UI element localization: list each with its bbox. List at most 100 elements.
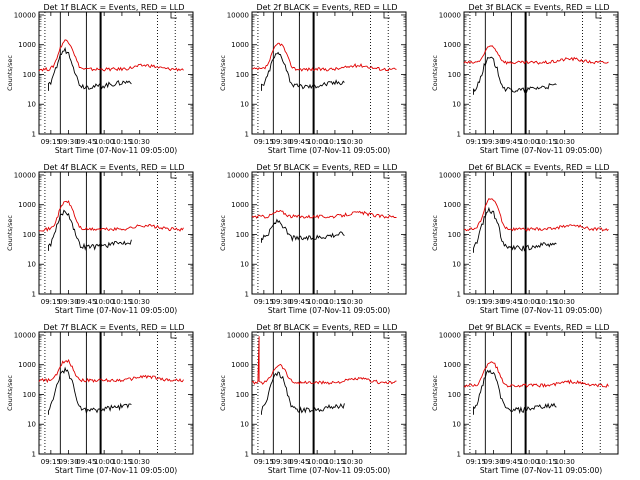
x-tick-label: 09:30 <box>272 138 292 146</box>
y-tick-label: 10 <box>452 101 461 109</box>
y-tick-label: 10000 <box>14 331 36 339</box>
legend-box <box>383 172 390 179</box>
x-axis-label: Start Time (07-Nov-11 09:05:00) <box>55 146 177 155</box>
x-tick-label: 10:15 <box>325 458 345 466</box>
plot-frame <box>38 171 194 295</box>
chart-panel-1: Det 1f BLACK = Events, RED = LLD 1 10 100 10… <box>6 3 194 155</box>
series-events-line <box>261 371 345 415</box>
x-tick-label: 09:30 <box>59 458 79 466</box>
legend-box <box>170 12 177 19</box>
series-events-line <box>48 209 132 251</box>
y-tick-label: 10 <box>240 261 249 269</box>
x-tick-label: 10:15 <box>537 458 557 466</box>
panel-title: Det 1f BLACK = Events, RED = LLD <box>43 3 184 12</box>
x-axis-label: Start Time (07-Nov-11 09:05:00) <box>268 466 390 475</box>
x-tick-label: 09:45 <box>289 298 309 306</box>
x-tick-label: 10:15 <box>112 298 132 306</box>
plot-frame <box>251 11 407 135</box>
y-tick-label: 10000 <box>227 331 249 339</box>
y-tick-label: 1 <box>32 291 36 299</box>
x-axis-label: Start Time (07-Nov-11 09:05:00) <box>480 146 602 155</box>
x-tick-label: 09:15 <box>254 298 274 306</box>
y-tick-label: 100 <box>23 71 36 79</box>
x-tick-label: 10:00 <box>307 458 327 466</box>
y-tick-label: 10000 <box>439 331 461 339</box>
y-tick-label: 1000 <box>443 41 461 49</box>
y-tick-label: 1 <box>32 131 36 139</box>
legend-box <box>383 332 390 339</box>
plot-frame <box>38 11 194 135</box>
x-tick-label: 09:45 <box>501 458 521 466</box>
y-axis-label: Counts/sec <box>6 375 14 411</box>
y-tick-label: 10000 <box>227 11 249 19</box>
x-tick-label: 10:15 <box>537 138 557 146</box>
x-tick-label: 09:15 <box>41 458 61 466</box>
y-tick-label: 1 <box>457 291 461 299</box>
series-events-line <box>261 218 345 243</box>
x-tick-label: 10:00 <box>307 138 327 146</box>
plot-frame <box>463 171 619 295</box>
y-tick-label: 100 <box>236 71 249 79</box>
plot-frame <box>38 331 194 455</box>
y-tick-label: 1000 <box>443 201 461 209</box>
y-axis-label: Counts/sec <box>219 215 227 251</box>
y-tick-label: 100 <box>236 231 249 239</box>
y-tick-label: 10000 <box>14 11 36 19</box>
x-tick-label: 10:30 <box>343 138 363 146</box>
y-axis-label: Counts/sec <box>431 215 439 251</box>
legend-box <box>595 12 602 19</box>
y-tick-label: 10 <box>240 421 249 429</box>
y-tick-label: 1 <box>32 451 36 459</box>
x-tick-label: 09:45 <box>76 458 96 466</box>
y-tick-label: 100 <box>23 391 36 399</box>
y-tick-label: 10 <box>27 261 36 269</box>
x-tick-label: 09:15 <box>254 138 274 146</box>
x-tick-label: 09:15 <box>466 138 486 146</box>
chart-panel-8: Det 8f BLACK = Events, RED = LLD 1 10 100 10… <box>219 323 407 475</box>
panel-title: Det 9f BLACK = Events, RED = LLD <box>468 323 609 332</box>
panel-title: Det 3f BLACK = Events, RED = LLD <box>468 3 609 12</box>
series-lld-line <box>251 336 397 386</box>
panel-title: Det 8f BLACK = Events, RED = LLD <box>256 323 397 332</box>
panel-title: Det 5f BLACK = Events, RED = LLD <box>256 163 397 172</box>
panel-title: Det 7f BLACK = Events, RED = LLD <box>43 323 184 332</box>
x-tick-label: 10:30 <box>555 138 575 146</box>
legend-box <box>595 332 602 339</box>
series-events-line <box>473 369 557 415</box>
x-tick-label: 09:30 <box>484 138 504 146</box>
x-tick-label: 09:30 <box>484 298 504 306</box>
y-tick-label: 100 <box>448 391 461 399</box>
x-axis-label: Start Time (07-Nov-11 09:05:00) <box>268 306 390 315</box>
y-axis-label: Counts/sec <box>219 375 227 411</box>
x-tick-label: 10:00 <box>94 458 114 466</box>
x-tick-label: 09:45 <box>501 298 521 306</box>
x-tick-label: 10:00 <box>519 458 539 466</box>
series-lld-line <box>251 209 397 220</box>
x-tick-label: 09:30 <box>272 298 292 306</box>
plot-frame <box>251 171 407 295</box>
y-tick-label: 10000 <box>14 171 36 179</box>
y-tick-label: 100 <box>236 391 249 399</box>
x-tick-label: 10:00 <box>307 298 327 306</box>
y-tick-label: 10000 <box>227 171 249 179</box>
x-tick-label: 09:15 <box>41 298 61 306</box>
y-tick-label: 1 <box>245 451 249 459</box>
x-axis-label: Start Time (07-Nov-11 09:05:00) <box>55 466 177 475</box>
x-tick-label: 10:15 <box>112 458 132 466</box>
x-tick-label: 09:45 <box>289 138 309 146</box>
y-tick-label: 1 <box>457 451 461 459</box>
x-axis-label: Start Time (07-Nov-11 09:05:00) <box>480 306 602 315</box>
y-tick-label: 10 <box>240 101 249 109</box>
series-events-line <box>473 206 557 253</box>
plot-frame <box>251 331 407 455</box>
y-axis-label: Counts/sec <box>431 375 439 411</box>
y-tick-label: 1000 <box>18 41 36 49</box>
y-axis-label: Counts/sec <box>6 55 14 91</box>
x-tick-label: 09:45 <box>76 298 96 306</box>
chart-panel-4: Det 4f BLACK = Events, RED = LLD 1 10 100 10… <box>6 163 194 315</box>
series-lld-line <box>39 200 184 232</box>
y-axis-label: Counts/sec <box>6 215 14 251</box>
x-tick-label: 09:15 <box>466 298 486 306</box>
y-tick-label: 100 <box>448 71 461 79</box>
